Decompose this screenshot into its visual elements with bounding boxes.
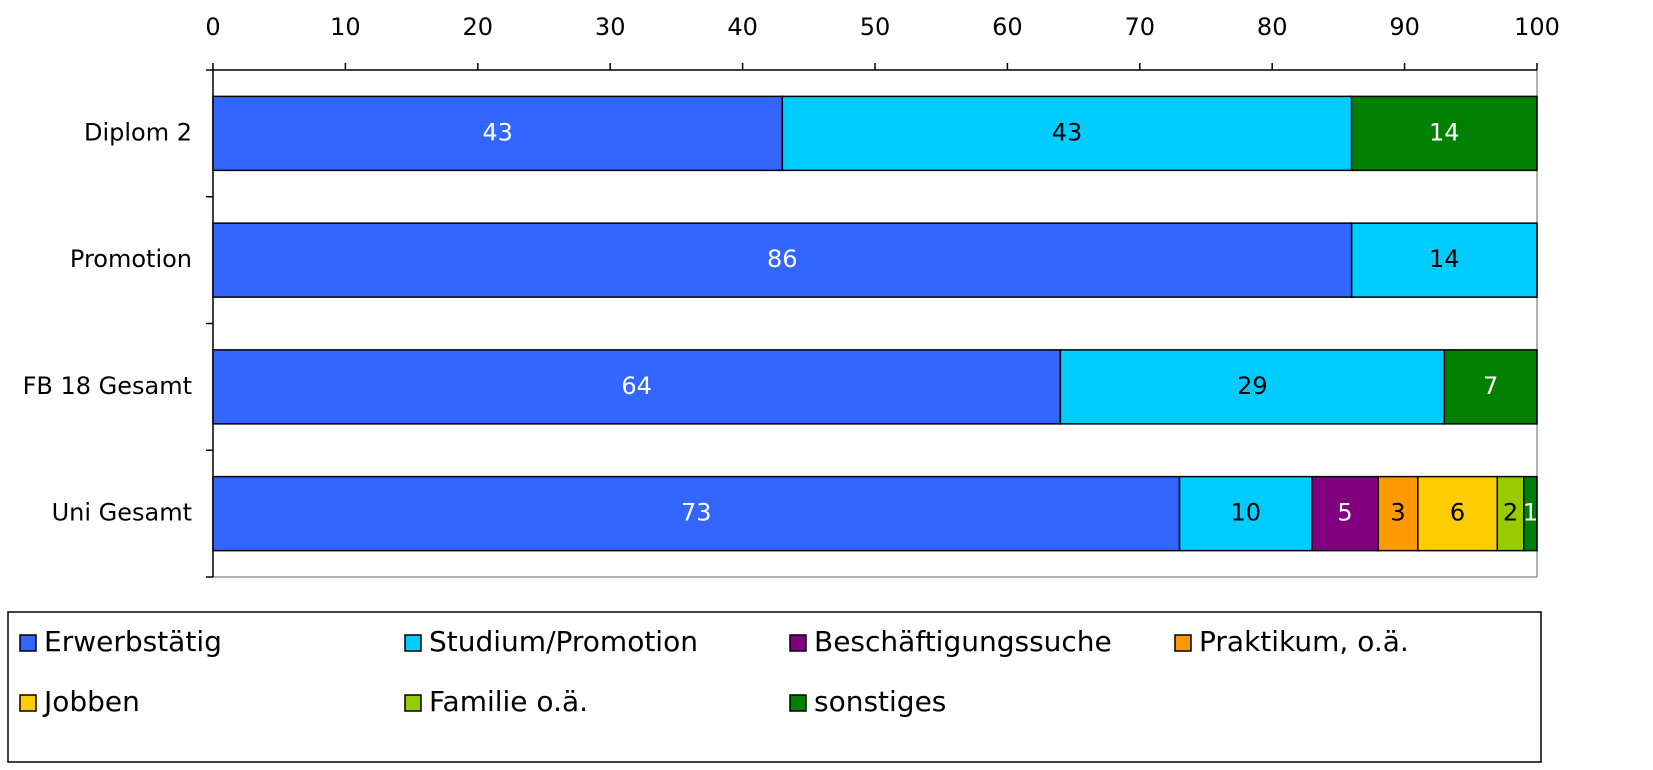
bar-segment [212, 95, 784, 172]
x-tick-label: 90 [1389, 13, 1420, 41]
legend-swatch [19, 634, 37, 652]
x-tick-label: 60 [992, 13, 1023, 41]
x-tick-label: 30 [595, 13, 626, 41]
bar-segment [781, 95, 1353, 172]
data-label: 6 [1450, 499, 1465, 527]
bar-segment [1496, 475, 1525, 552]
legend-label: Familie o.ä. [429, 685, 588, 718]
legend-label: Erwerbstätig [44, 625, 222, 658]
bar-segment [1443, 349, 1538, 425]
data-label: 86 [767, 245, 798, 273]
legend-label: sonstiges [814, 685, 946, 718]
y-tick-label: Uni Gesamt [52, 499, 192, 527]
legend-label: Jobben [42, 685, 140, 718]
data-label: 29 [1237, 372, 1268, 400]
data-label: 43 [482, 118, 513, 146]
data-label: 64 [621, 372, 652, 400]
legend-label: Praktikum, o.ä. [1199, 625, 1409, 658]
data-label: 73 [681, 499, 712, 527]
data-label: 43 [1052, 118, 1083, 146]
data-label: 10 [1230, 499, 1261, 527]
x-tick-label: 70 [1125, 13, 1156, 41]
x-tick-label: 40 [727, 13, 758, 41]
data-label: 1 [1523, 499, 1538, 527]
y-tick-label: Promotion [70, 245, 192, 273]
bar-segment [212, 475, 1181, 552]
x-tick-label: 10 [330, 13, 361, 41]
legend-swatch [404, 634, 422, 652]
data-label: 7 [1483, 372, 1498, 400]
legend-box [7, 611, 1542, 763]
y-tick-label: FB 18 Gesamt [23, 372, 192, 400]
data-label: 14 [1429, 118, 1460, 146]
legend-swatch [404, 694, 422, 712]
legend-swatch [789, 694, 807, 712]
x-tick-label: 0 [205, 13, 220, 41]
bar-segment [212, 349, 1062, 425]
bar-segment [1350, 95, 1538, 172]
y-tick-label: Diplom 2 [84, 118, 192, 146]
bar-segment [1350, 222, 1538, 298]
legend-label: Studium/Promotion [429, 625, 698, 658]
bar-segment [1178, 475, 1313, 552]
data-label: 3 [1390, 499, 1405, 527]
data-label: 2 [1503, 499, 1518, 527]
legend-swatch [789, 634, 807, 652]
x-tick-label: 50 [860, 13, 891, 41]
data-label: 5 [1337, 499, 1352, 527]
legend-label: Beschäftigungssuche [814, 625, 1112, 658]
data-label: 14 [1429, 245, 1460, 273]
bar-segment [1059, 349, 1446, 425]
x-tick-label: 80 [1257, 13, 1288, 41]
legend-swatch [19, 694, 37, 712]
x-tick-label: 20 [463, 13, 494, 41]
x-tick-label: 100 [1514, 13, 1560, 41]
legend-swatch [1174, 634, 1192, 652]
bar-segment [1523, 475, 1538, 552]
